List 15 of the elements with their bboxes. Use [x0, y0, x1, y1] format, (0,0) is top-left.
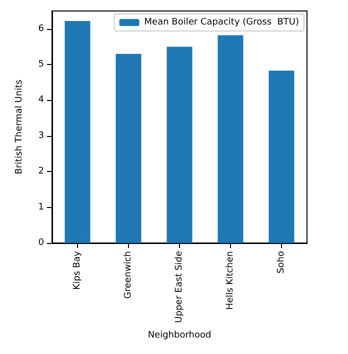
y-tick-label: 2	[38, 166, 44, 177]
y-tick-label: 6	[38, 24, 44, 34]
y-tick-label: 5	[38, 60, 44, 70]
y-axis-title: British Thermal Units	[14, 79, 24, 174]
x-tick-label: Kips Bay	[72, 250, 82, 290]
x-tick-label: Upper East Side	[174, 250, 184, 323]
y-tick-label: 1	[38, 202, 44, 212]
x-tick-label: Greenwich	[124, 251, 134, 299]
y-tick-label: 3	[38, 130, 44, 141]
legend-label: Mean Boiler Capacity (Gross BTU)	[144, 18, 299, 28]
x-tick-label: Hells Kitchen	[226, 251, 236, 310]
y-tick-label: 0	[38, 238, 44, 248]
y-tick-label: 4	[38, 95, 44, 106]
x-tick-label: Soho	[276, 250, 286, 274]
x-axis-title: Neighborhood	[148, 330, 212, 340]
